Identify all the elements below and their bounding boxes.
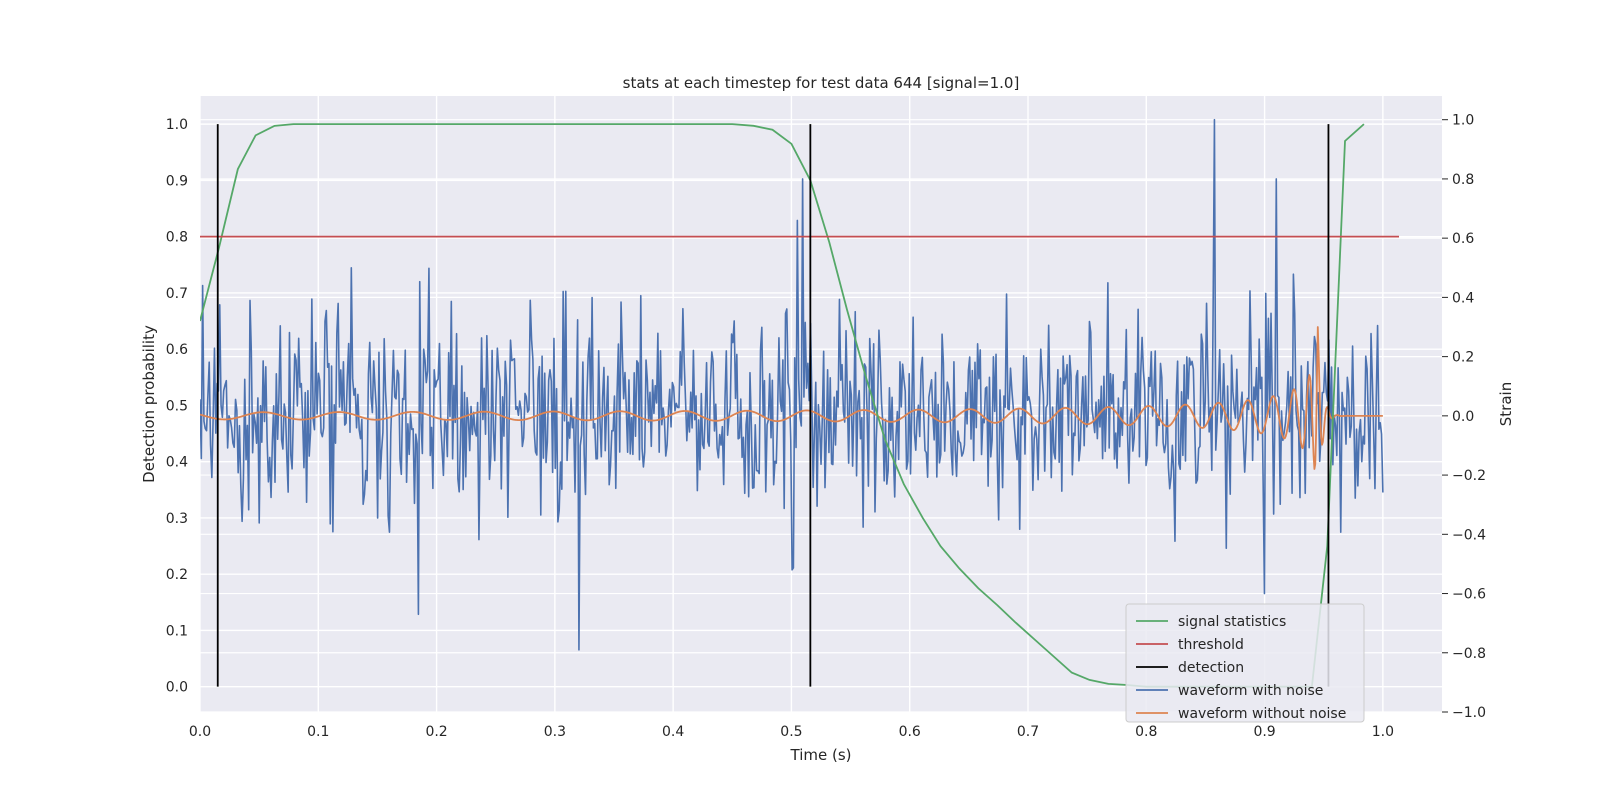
x-tick-label: 0.6	[899, 724, 921, 740]
y-tick-label: 0.2	[166, 567, 188, 583]
waveform-with-noise-line	[200, 118, 1384, 651]
y-tick-label: 0.5	[166, 398, 188, 414]
y2-tick-label: −0.4	[1452, 527, 1486, 543]
y-tick-label: 0.8	[166, 230, 188, 246]
x-axis-label: Time (s)	[790, 746, 852, 764]
y-tick-label: 1.0	[166, 117, 188, 133]
y2-tick-label: 0.2	[1452, 350, 1474, 366]
y2-tick-label: −1.0	[1452, 705, 1486, 721]
legend-box	[1125, 603, 1365, 723]
y-axis-right: −1.0 −0.8 −0.6 −0.4 −0.2 0.0 0.2 0.4 0.6 0.8 1.0	[1442, 113, 1486, 721]
y-tick-label: 0.6	[166, 342, 188, 358]
x-axis: 0.0 0.1 0.2 0.3 0.4 0.5 0.6 0.7 0.8 0.9 1.0	[189, 724, 1394, 740]
legend-label: waveform with noise	[1178, 683, 1323, 699]
legend-label: signal statistics	[1178, 614, 1286, 630]
signal-statistics-line	[200, 123, 1365, 688]
y-tick-label: 0.1	[166, 623, 188, 639]
y-tick-label: 0.4	[166, 455, 188, 471]
y2-tick-label: 0.8	[1452, 172, 1474, 188]
legend-label: detection	[1178, 660, 1244, 676]
y2-tick-label: 0.4	[1452, 290, 1474, 306]
waveform-without-noise-line	[200, 326, 1383, 470]
x-tick-label: 0.0	[189, 724, 211, 740]
legend-label: waveform without noise	[1178, 706, 1346, 722]
y-tick-label: 0.7	[166, 286, 188, 302]
y2-tick-label: −0.8	[1452, 646, 1486, 662]
legend: signal statistics threshold detection wavef…	[1125, 603, 1365, 723]
chart-title: stats at each timestep for test data 644…	[623, 74, 1020, 92]
legend-label: threshold	[1178, 637, 1244, 653]
y-axis-left: 0.0 0.1 0.2 0.3 0.4 0.5 0.6 0.7 0.8 0.9 1.0	[166, 117, 188, 696]
x-tick-label: 0.1	[307, 724, 329, 740]
y-tick-label: 0.3	[166, 511, 188, 527]
y2-tick-label: −0.6	[1452, 587, 1486, 603]
x-tick-label: 1.0	[1372, 724, 1394, 740]
x-tick-label: 0.4	[662, 724, 684, 740]
y2-tick-label: 0.6	[1452, 231, 1474, 247]
y-axis-label: Detection probability	[140, 325, 158, 483]
x-tick-label: 0.8	[1135, 724, 1157, 740]
x-tick-label: 0.9	[1253, 724, 1275, 740]
y2-axis-label: Strain	[1497, 382, 1515, 426]
y-tick-label: 0.9	[166, 173, 188, 189]
y-tick-label: 0.0	[166, 680, 188, 696]
y2-tick-label: −0.2	[1452, 468, 1486, 484]
x-tick-label: 0.5	[780, 724, 802, 740]
x-tick-label: 0.2	[425, 724, 447, 740]
y2-tick-label: 1.0	[1452, 113, 1474, 129]
x-tick-label: 0.3	[544, 724, 566, 740]
y2-tick-label: 0.0	[1452, 409, 1474, 425]
x-tick-label: 0.7	[1017, 724, 1039, 740]
